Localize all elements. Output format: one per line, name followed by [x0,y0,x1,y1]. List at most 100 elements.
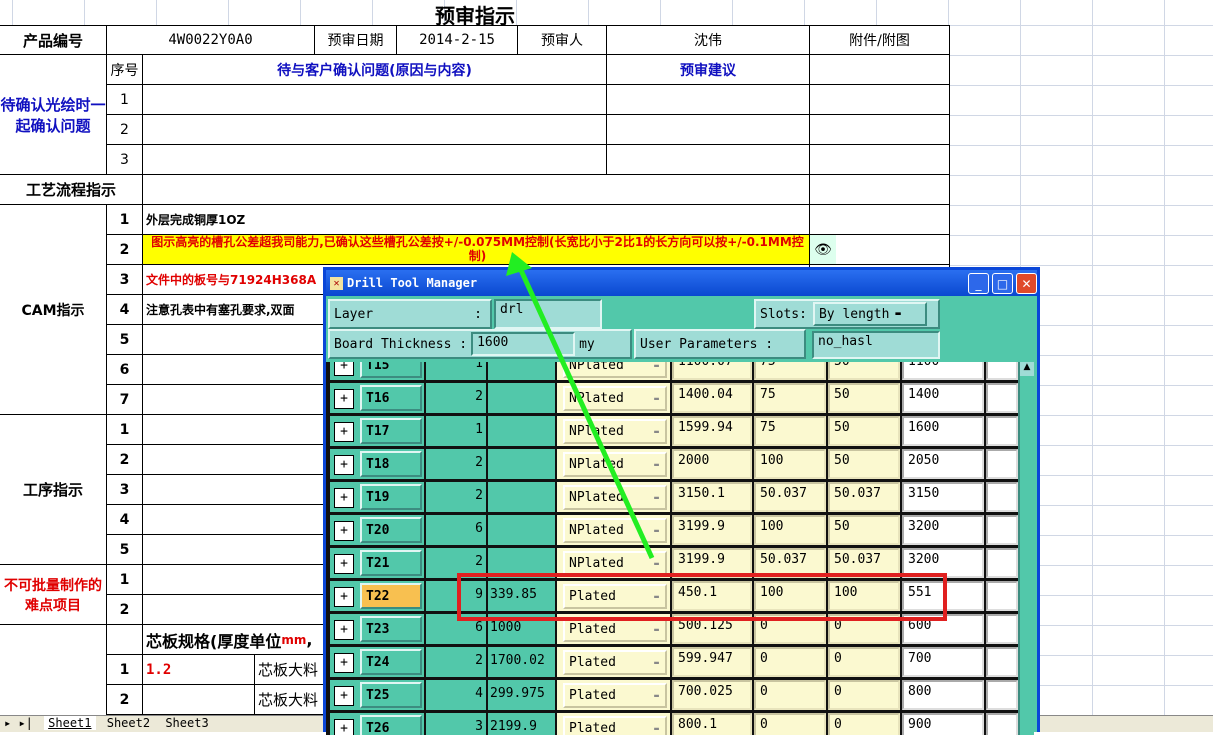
row-number[interactable]: 3 [107,145,143,175]
tool-field-4[interactable]: 800 [902,680,984,710]
tool-field-3[interactable]: 50 [828,515,900,545]
tool-field-5[interactable] [986,713,1018,735]
tool-name-button[interactable]: T26 [360,715,422,735]
slots-dropdown[interactable]: By length ▬ [812,302,927,326]
expand-icon[interactable]: + [334,362,354,376]
tool-field-4[interactable]: 2050 [902,449,984,479]
date-value[interactable]: 2014-2-15 [397,25,518,55]
vertical-scrollbar[interactable]: ▲ [1018,362,1034,735]
expand-icon[interactable]: + [334,620,354,640]
title-bar[interactable]: ✕ Drill Tool Manager [326,270,1037,296]
tool-name-button[interactable]: T16 [360,385,422,411]
attachment-cell[interactable] [810,175,950,205]
tool-field-4[interactable]: 1600 [902,416,984,446]
confirm-section-label[interactable]: 待确认光绘时一起确认问题 [0,55,107,175]
tool-field-5[interactable] [986,362,1018,380]
tool-field-1[interactable]: 3150.1 [672,482,752,512]
suggest-cell[interactable] [607,145,810,175]
tool-field-3[interactable]: 50 [828,416,900,446]
tool-name-button[interactable]: T20 [360,517,422,543]
tool-field-2[interactable]: 0 [754,647,826,677]
row-number[interactable]: 7 [107,385,143,415]
tool-field-4[interactable]: 1400 [902,383,984,413]
row-number[interactable]: 2 [107,445,143,475]
tool-field-1[interactable]: 450.1 [672,581,752,611]
expand-icon[interactable]: + [334,521,354,541]
tool-field-1[interactable]: 599.947 [672,647,752,677]
tool-name-button[interactable]: T17 [360,418,422,444]
row-number[interactable]: 2 [107,115,143,145]
maximize-button[interactable]: □ [992,273,1013,294]
tool-field-2[interactable]: 0 [754,713,826,735]
tool-name-button[interactable]: T19 [360,484,422,510]
row-number[interactable]: 1 [107,565,143,595]
plating-type-dropdown[interactable]: Plated ▬ [563,683,667,708]
tool-field-1[interactable]: 1599.94 [672,416,752,446]
row-number[interactable]: 2 [107,595,143,625]
cam-section-label[interactable]: CAM指示 [0,205,107,415]
close-button[interactable]: ✕ [1016,273,1037,294]
reviewer-value[interactable]: 沈伟 [607,25,810,55]
user-parameters-input[interactable]: no_hasl [812,331,940,359]
tool-field-3[interactable]: 50.037 [828,482,900,512]
tool-field-2[interactable]: 75 [754,362,826,380]
tool-field-1[interactable]: 3199.9 [672,515,752,545]
product-no-value[interactable]: 4W0022Y0A0 [107,25,315,55]
tool-name-button[interactable]: T18 [360,451,422,477]
tool-field-1[interactable]: 1400.04 [672,383,752,413]
tool-field-5[interactable] [986,680,1018,710]
core-thickness-cell[interactable] [143,685,255,715]
tool-field-1[interactable]: 800.1 [672,713,752,735]
question-cell[interactable] [143,145,607,175]
tool-field-4[interactable]: 900 [902,713,984,735]
tool-name-button[interactable]: T22 [360,583,422,609]
row-number[interactable]: 2 [107,685,143,715]
tool-name-button[interactable]: T23 [360,616,422,642]
tool-name-button[interactable]: T21 [360,550,422,576]
question-header[interactable]: 待与客户确认问题(原因与内容) [143,55,607,85]
tool-field-2[interactable]: 75 [754,383,826,413]
core-thickness-cell[interactable]: 1.2 [143,655,255,685]
attachment-cell[interactable] [810,55,950,85]
expand-icon[interactable]: + [334,488,354,508]
minimize-button[interactable]: _ [968,273,989,294]
tool-field-1[interactable]: 700.025 [672,680,752,710]
suggest-cell[interactable] [607,115,810,145]
row-number[interactable] [107,625,143,655]
tab-sheet2[interactable]: Sheet2 [106,716,151,730]
tab-scroll-icon[interactable]: ▸ ▸| [4,716,33,730]
row-number[interactable]: 5 [107,535,143,565]
scroll-up-icon[interactable]: ▲ [1020,362,1034,376]
expand-icon[interactable]: + [334,554,354,574]
tool-field-4[interactable]: 700 [902,647,984,677]
row-number[interactable]: 2 [107,235,143,265]
tab-sheet3[interactable]: Sheet3 [165,716,209,730]
seq-label[interactable]: 序号 [107,55,143,85]
row-number[interactable]: 6 [107,355,143,385]
expand-icon[interactable]: + [334,686,354,706]
row-number[interactable]: 1 [107,205,143,235]
attachment-cell[interactable] [810,205,950,235]
row-number[interactable]: 4 [107,295,143,325]
tool-field-5[interactable] [986,383,1018,413]
tool-name-button[interactable]: T24 [360,649,422,675]
question-cell[interactable] [143,85,607,115]
tool-field-3[interactable]: 100 [828,581,900,611]
plating-type-dropdown[interactable]: Plated ▬ [563,584,667,609]
expand-icon[interactable]: + [334,389,354,409]
jpg-file-icon[interactable]: 👁 [810,235,836,264]
expand-icon[interactable]: + [334,719,354,735]
tool-field-5[interactable] [986,548,1018,578]
tool-field-2[interactable]: 0 [754,680,826,710]
tool-field-5[interactable] [986,449,1018,479]
tool-field-3[interactable]: 50 [828,362,900,380]
tool-field-3[interactable]: 0 [828,680,900,710]
row-number[interactable]: 1 [107,655,143,685]
tool-field-1[interactable]: 2000 [672,449,752,479]
product-no-label[interactable]: 产品编号 [0,25,107,55]
tool-field-2[interactable]: 75 [754,416,826,446]
suggest-cell[interactable] [607,85,810,115]
expand-icon[interactable]: + [334,455,354,475]
tool-field-2[interactable]: 50.037 [754,482,826,512]
